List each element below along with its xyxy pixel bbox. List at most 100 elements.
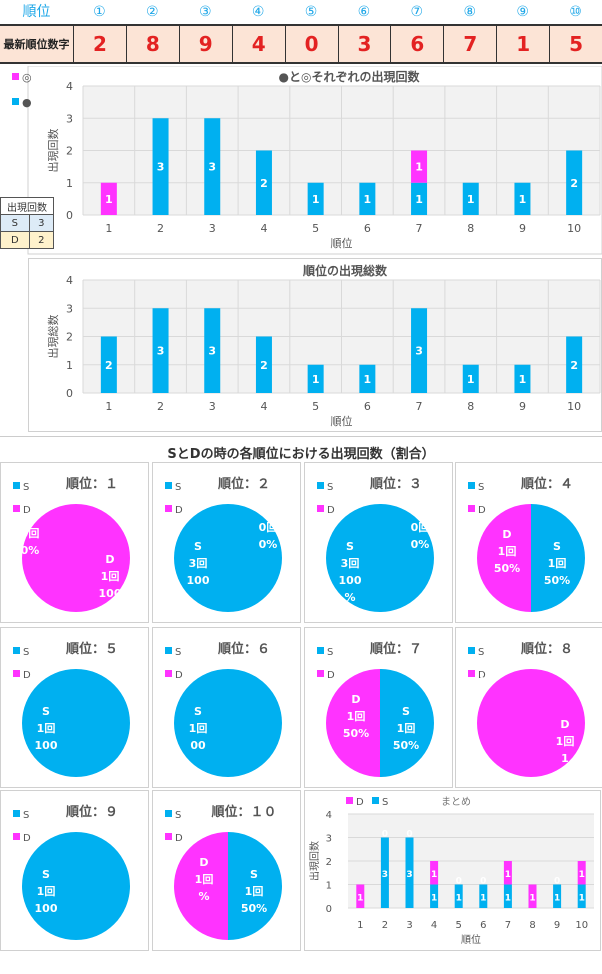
data-label: 3: [208, 345, 216, 358]
pie-data-label: S: [346, 540, 354, 553]
data-label: 1: [357, 893, 363, 903]
pie-data-label: 1: [561, 752, 569, 765]
pie-data-label: D: [560, 718, 569, 731]
bar: [411, 150, 428, 183]
x-tick-label: 6: [480, 920, 486, 931]
legend-swatch-s: [468, 482, 475, 489]
bar: [577, 861, 586, 885]
y-tick-label: 2: [326, 857, 332, 868]
data-label: 3: [157, 161, 165, 174]
pie-data-label: 0%: [107, 669, 126, 682]
bar: [359, 364, 376, 393]
x-tick-label: 8: [529, 920, 535, 931]
pie-data-label: 100: [35, 902, 58, 915]
x-tick-label: 3: [406, 920, 412, 931]
pie-data-label: 1回: [498, 544, 517, 558]
pie-chart: 順位：９ S D S 1回 100 0: [0, 790, 149, 951]
pie-slice: [22, 832, 130, 940]
bar: [430, 861, 439, 885]
chart-title: ●と◎それぞれの出現回数: [279, 69, 421, 84]
bar: [204, 118, 221, 215]
rank-header-cell: ①: [93, 4, 106, 20]
bar: [204, 308, 221, 393]
data-label: 2: [105, 359, 113, 372]
y-axis-label: 出現回数: [46, 129, 60, 173]
pie-data-label: D: [415, 504, 424, 517]
legend-swatch-d: [317, 505, 324, 512]
pie-data-label: 1回: [548, 556, 567, 570]
pie-section-title: SとDの時の各順位における出現回数（割合）: [167, 447, 435, 462]
legend-swatch-d: [13, 670, 20, 677]
data-label: 1: [529, 893, 535, 903]
pie-slice: [174, 669, 282, 777]
bar: [307, 364, 324, 393]
pie-slice: [477, 669, 585, 777]
pie-data-label: 100: [35, 739, 58, 752]
digit-cell: 3: [339, 26, 392, 62]
pie-data-label: S: [553, 540, 561, 553]
summary-chart: 012341012303304115106107118019101011順位出現…: [304, 790, 601, 951]
legend-swatch-s: [165, 647, 172, 654]
legend-label: D: [327, 505, 335, 516]
bar: [479, 884, 488, 908]
data-label: 1: [467, 373, 475, 386]
y-tick-label: 2: [66, 331, 73, 344]
legend-label: S: [23, 482, 29, 493]
y-tick-label: 2: [66, 145, 73, 158]
legend-label: S: [175, 810, 181, 821]
legend-swatch-d: [346, 797, 353, 804]
section-divider: [0, 436, 602, 437]
legend-label: D: [175, 505, 183, 516]
data-label: 2: [260, 359, 268, 372]
pie-title: 順位：６: [218, 641, 270, 657]
rank-header-label: 順位: [22, 4, 51, 20]
sd-table-value-s: 3: [28, 214, 55, 232]
pie-data-label: %: [262, 669, 273, 682]
pie-data-label: S: [194, 705, 202, 718]
bar: [255, 336, 272, 393]
legend-swatch-s: [13, 482, 20, 489]
x-axis-label: 順位: [331, 414, 353, 428]
pie-data-label: 1回: [245, 884, 264, 898]
bar: [514, 364, 531, 393]
pie-data-label: %: [479, 675, 490, 688]
pie-data-label: 3回: [341, 556, 360, 570]
legend-swatch-s: [13, 647, 20, 654]
pie-title: 順位：２: [218, 476, 270, 492]
pie-data-label: S: [42, 705, 50, 718]
legend-label: S: [327, 647, 333, 658]
pie-slice: [326, 669, 380, 777]
pie-slice: [22, 669, 130, 777]
pie-data-label: S: [250, 868, 258, 881]
rank-header-cell: ⑩: [569, 4, 582, 20]
data-label: 1: [519, 193, 527, 206]
pie-slice: [380, 669, 434, 777]
data-label: 1: [364, 373, 372, 386]
x-tick-label: 10: [567, 400, 581, 413]
pie-slice: [531, 504, 585, 612]
legend-swatch-s: [317, 647, 324, 654]
data-label: 3: [157, 345, 165, 358]
y-axis-label: 出現回数: [308, 841, 321, 881]
bar: [503, 884, 512, 908]
x-tick-label: 9: [519, 400, 526, 413]
x-tick-label: 2: [382, 920, 388, 931]
data-label: 3: [415, 345, 423, 358]
bar: [454, 884, 463, 908]
pie-data-label: D: [502, 528, 511, 541]
pie-chart: 順位：３ S D S 3回 100% D 0回 0%: [304, 462, 453, 623]
pie-data-label: %: [344, 591, 355, 604]
pie-data-label: 50%: [544, 574, 570, 587]
data-label: 1: [579, 893, 585, 903]
legend-swatch-s: [13, 810, 20, 817]
pie-data-label: D: [351, 693, 360, 706]
pie-data-label: 1回: [37, 884, 56, 898]
pie-data-label: 100: [339, 574, 362, 587]
chart-title: 順位の出現総数: [302, 263, 388, 278]
pie-title: 順位：１０: [211, 804, 276, 820]
digit-cell: 1: [497, 26, 551, 62]
legend-label: D: [478, 670, 486, 681]
rank-header-cell: ⑦: [410, 4, 424, 20]
digit-cell: 4: [233, 26, 286, 62]
